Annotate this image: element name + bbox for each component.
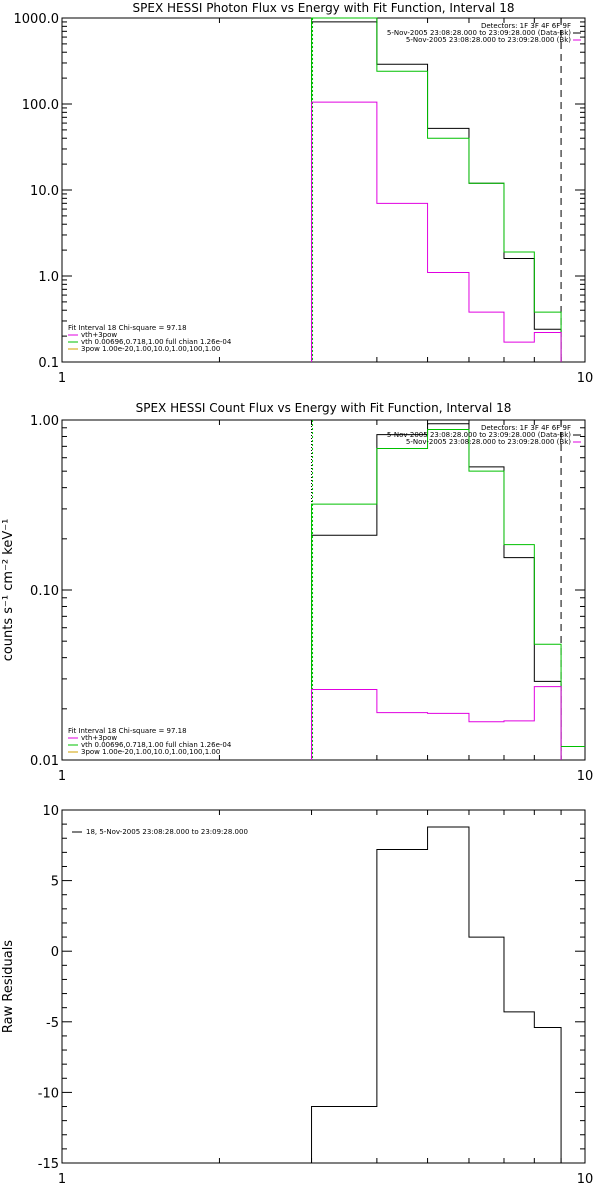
y-tick-label: 1.00 — [30, 414, 59, 429]
legend-tr-text: 5-Nov-2005 23:08:28.000 to 23:09:28.000 … — [406, 438, 571, 446]
x-tick-label: 10 — [577, 769, 594, 784]
x-tick-label: 1 — [58, 1172, 66, 1187]
series-step-3 — [311, 101, 562, 362]
legend-bl-text: vth+3pow — [81, 734, 117, 742]
y-tick-label: 10 — [42, 804, 59, 819]
chart-panel-1: SPEX HESSI Photon Flux vs Energy with Fi… — [14, 1, 594, 386]
y-tick-label: -5 — [46, 1016, 59, 1031]
chart-title: SPEX HESSI Count Flux vs Energy with Fit… — [136, 401, 512, 415]
y-tick-label: 1000.0 — [14, 12, 60, 27]
y-tick-label: -10 — [38, 1086, 59, 1101]
legend-bl-text: vth+3pow — [81, 331, 117, 339]
series-step-2 — [311, 17, 562, 362]
y-tick-label: 0.10 — [30, 584, 59, 599]
y-tick-label: 100.0 — [22, 98, 59, 113]
y-tick-label: 10.0 — [30, 184, 59, 199]
legend-bl-text: vth 0.00696,0.718,1.00 full chian 1.26e-… — [81, 741, 232, 749]
y-axis-label: counts s⁻¹ cm⁻² keV⁻¹ — [1, 519, 16, 662]
legend-tr-text: Detectors: 1F 3F 4F 6F 9F — [481, 424, 571, 432]
chart-panel-2: SPEX HESSI Count Flux vs Energy with Fit… — [1, 401, 593, 784]
y-tick-label: 1.0 — [38, 270, 59, 285]
legend-tr-text: 5-Nov-2005 23:08:28.000 to 23:09:28.000 … — [387, 431, 571, 439]
legend-tr-text: 5-Nov-2005 23:08:28.000 to 23:09:28.000 … — [406, 36, 571, 44]
y-axis-label: Raw Residuals — [1, 940, 16, 1033]
series-step-2 — [311, 428, 562, 760]
x-tick-label: 10 — [577, 371, 594, 386]
legend-bl-text: 3pow 1.00e-20,1.00,10.0,1.00,100,1.00 — [81, 345, 220, 353]
legend-bl-text: Fit Interval 18 Chi-square = 97.18 — [68, 727, 187, 735]
y-tick-label: 5 — [51, 875, 59, 890]
y-tick-label: 0.01 — [30, 754, 59, 769]
y-tick-label: 0 — [51, 945, 59, 960]
series-step-3 — [311, 686, 562, 760]
chart-title: SPEX HESSI Photon Flux vs Energy with Fi… — [133, 1, 515, 15]
legend-bl-text: Fit Interval 18 Chi-square = 97.18 — [68, 324, 187, 332]
legend-tr-text: 5-Nov-2005 23:08:28.000 to 23:09:28.000 … — [387, 29, 571, 37]
legend-tl-text: 18, 5-Nov-2005 23:08:28.000 to 23:09:28.… — [86, 828, 248, 836]
legend-bl-text: 3pow 1.00e-20,1.00,10.0,1.00,100,1.00 — [81, 748, 220, 756]
series-step-1 — [311, 826, 562, 1163]
y-tick-label: 0.1 — [38, 356, 59, 371]
legend-tr-text: Detectors: 1F 3F 4F 6F 9F — [481, 22, 571, 30]
y-tick-label: -15 — [38, 1157, 59, 1172]
chart-panel-3: -15 -10 -5 0 5 10 1 10 Raw Residuals 18, 5-Nov-20… — [1, 804, 593, 1187]
x-tick-label: 1 — [58, 371, 66, 386]
plot-frame — [61, 809, 586, 1164]
x-tick-label: 1 — [58, 769, 66, 784]
legend-bl-text: vth 0.00696,0.718,1.00 full chian 1.26e-… — [81, 338, 232, 346]
x-tick-label: 10 — [577, 1172, 594, 1187]
